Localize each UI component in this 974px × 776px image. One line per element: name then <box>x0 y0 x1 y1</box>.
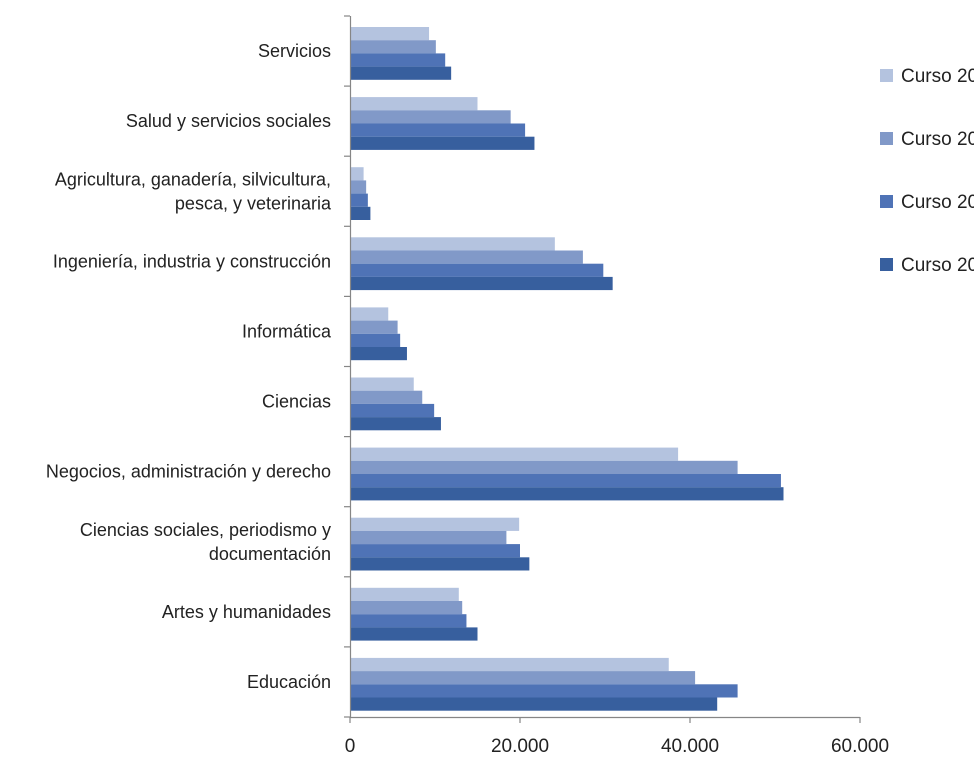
bar <box>350 377 414 391</box>
bar <box>350 627 478 641</box>
bar <box>350 167 364 181</box>
bar <box>350 614 467 628</box>
category-label: Artes y humanidades <box>162 602 331 622</box>
bar <box>350 250 583 264</box>
bar <box>350 403 435 418</box>
bar <box>350 180 367 194</box>
category-label: Negocios, administración y derecho <box>46 462 331 482</box>
x-tick-label: 20.000 <box>491 736 549 757</box>
x-tick-label: 40.000 <box>661 736 719 757</box>
bar <box>350 66 452 80</box>
category-label-line: Informática <box>242 321 332 341</box>
x-tick-label: 60.000 <box>831 736 889 757</box>
bar <box>350 110 511 124</box>
category-label-line: Ciencias <box>262 392 331 412</box>
bar <box>350 517 520 531</box>
bar <box>350 557 530 571</box>
bar <box>350 237 555 251</box>
category-label: Ingeniería, industria y construcción <box>53 251 331 271</box>
bar <box>350 684 738 698</box>
x-tick-label: 0 <box>345 736 356 757</box>
bar <box>350 347 407 361</box>
category-labels: Servicios Salud y servicios sociales Agric… <box>46 41 332 692</box>
bar <box>350 276 613 291</box>
bar <box>350 53 446 67</box>
axes-layer <box>344 15 861 723</box>
bar <box>350 333 401 347</box>
category-label-line: Servicios <box>258 41 331 61</box>
bars-layer <box>350 27 784 711</box>
bar <box>350 97 478 111</box>
bar <box>350 657 669 672</box>
bar <box>350 587 459 601</box>
category-label: Salud y servicios sociales <box>126 111 331 131</box>
bar <box>350 27 430 41</box>
legend-swatch <box>880 69 893 82</box>
category-label: Educación <box>247 672 331 692</box>
legend-label: Curso 2016-17 <box>901 129 974 150</box>
category-label-line: Salud y servicios sociales <box>126 111 331 131</box>
bar <box>350 263 604 277</box>
category-label: Servicios <box>258 41 331 61</box>
category-label: Agricultura, ganadería, silvicultura, pes… <box>55 169 332 213</box>
category-label-line: Negocios, administración y derecho <box>46 462 331 482</box>
legend: Curso 2015-16 Curso 2016-17 Curso 2017-18 C… <box>880 66 974 276</box>
bar <box>350 40 436 54</box>
category-label-line: Artes y humanidades <box>162 602 331 622</box>
bar <box>350 390 423 404</box>
bar <box>350 447 679 461</box>
bar <box>350 320 398 334</box>
bar <box>350 671 696 685</box>
bar <box>350 544 520 558</box>
category-label-line: Educación <box>247 672 331 692</box>
legend-swatch <box>880 132 893 145</box>
bar <box>350 206 371 220</box>
legend-swatch <box>880 195 893 208</box>
bar <box>350 474 781 488</box>
category-label-line: Ingeniería, industria y construcción <box>53 251 331 271</box>
legend-label: Curso 2015-16 <box>901 66 974 87</box>
category-label: Informática <box>242 321 332 341</box>
bar <box>350 136 535 150</box>
bar <box>350 697 718 711</box>
category-label-line: pesca, y veterinaria <box>175 193 332 213</box>
bar <box>350 417 441 431</box>
bar <box>350 307 389 321</box>
bar <box>350 530 507 545</box>
x-tick-labels: 0 20.000 40.000 60.000 <box>345 736 889 757</box>
bar <box>350 193 368 207</box>
bar <box>350 601 463 615</box>
category-label-line: documentación <box>209 544 331 564</box>
category-label-line: Ciencias sociales, periodismo y <box>80 520 331 540</box>
legend-label: Curso 2017-18 <box>901 192 974 213</box>
bar <box>350 460 738 474</box>
bar <box>350 123 526 137</box>
category-label-line: Agricultura, ganadería, silvicultura, <box>55 169 331 189</box>
legend-label: Curso 2018-19 <box>901 255 974 276</box>
bar <box>350 487 784 501</box>
category-label: Ciencias sociales, periodismo y documenta… <box>80 520 331 564</box>
legend-swatch <box>880 258 893 271</box>
category-label: Ciencias <box>262 392 331 412</box>
